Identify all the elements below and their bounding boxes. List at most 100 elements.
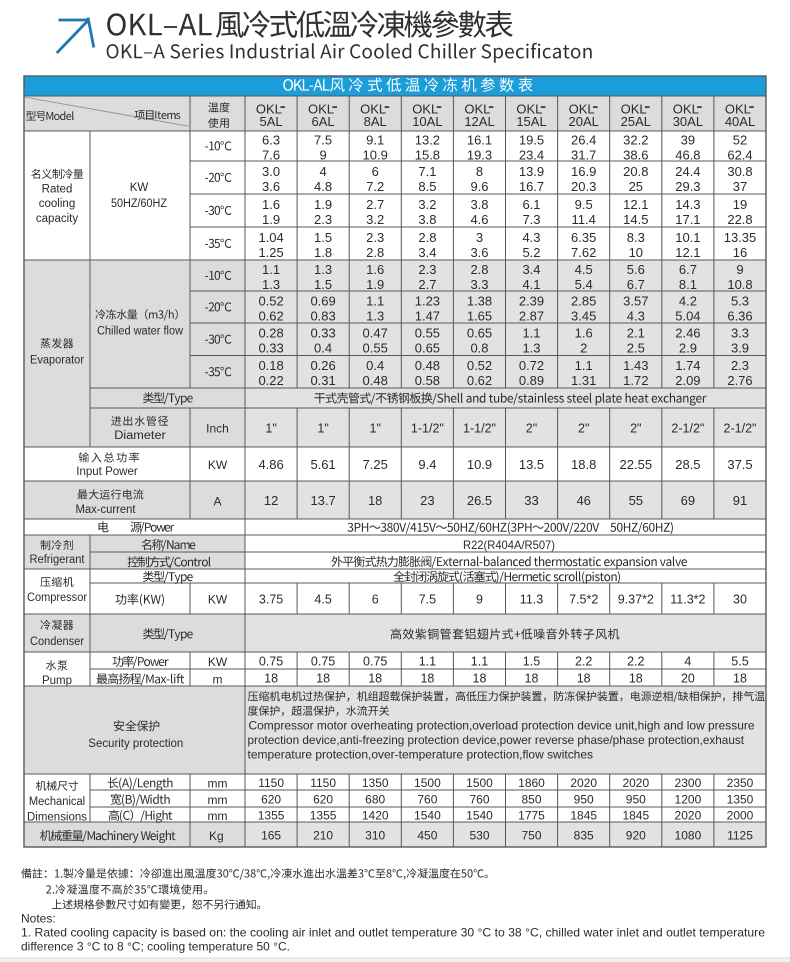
svg-text:10.9: 10.9: [363, 147, 388, 162]
svg-text:1.31: 1.31: [571, 373, 596, 388]
svg-text:1.43: 1.43: [623, 358, 648, 373]
svg-text:16.9: 16.9: [571, 164, 596, 179]
svg-text:2.1: 2.1: [627, 326, 645, 341]
svg-text:1500: 1500: [414, 776, 441, 790]
svg-text:0.22: 0.22: [258, 373, 283, 388]
svg-text:0.75: 0.75: [311, 655, 335, 669]
svg-text:14.5: 14.5: [623, 212, 648, 227]
svg-text:1.5: 1.5: [314, 277, 332, 292]
svg-text:1.1: 1.1: [522, 326, 540, 341]
svg-text:0.75: 0.75: [363, 655, 387, 669]
svg-text:25: 25: [629, 179, 643, 194]
svg-text:18: 18: [420, 672, 434, 686]
svg-text:2": 2": [578, 422, 589, 436]
svg-text:KW: KW: [208, 593, 228, 607]
svg-text:7.1: 7.1: [418, 164, 436, 179]
svg-text:23.4: 23.4: [519, 147, 544, 162]
svg-text:3.3: 3.3: [731, 326, 749, 341]
svg-text:KW: KW: [208, 458, 228, 472]
svg-text:25AL: 25AL: [621, 114, 651, 129]
svg-text:8.5: 8.5: [418, 179, 436, 194]
svg-text:165: 165: [261, 829, 281, 843]
svg-text:Compressor motor overheating p: Compressor motor overheating protection,…: [249, 718, 755, 732]
svg-text:1.5: 1.5: [523, 655, 540, 669]
svg-text:Input Power: Input Power: [76, 466, 138, 478]
svg-text:9.6: 9.6: [470, 179, 488, 194]
svg-text:1860: 1860: [518, 776, 545, 790]
svg-text:6.3: 6.3: [262, 132, 280, 147]
svg-text:1420: 1420: [362, 809, 389, 823]
svg-text:22.8: 22.8: [727, 212, 752, 227]
svg-text:30: 30: [733, 593, 747, 607]
svg-text:Compressor: Compressor: [27, 592, 87, 604]
svg-text:1355: 1355: [310, 809, 337, 823]
svg-text:0.58: 0.58: [415, 373, 440, 388]
svg-text:OKL: OKL: [360, 102, 386, 117]
svg-text:20: 20: [681, 672, 695, 686]
svg-text:3.6: 3.6: [262, 179, 280, 194]
svg-text:m: m: [213, 672, 223, 686]
svg-text:1": 1": [317, 422, 328, 436]
svg-text:18: 18: [733, 672, 747, 686]
svg-text:52: 52: [733, 132, 747, 147]
svg-text:7.2: 7.2: [366, 179, 384, 194]
svg-text:18: 18: [368, 493, 382, 508]
svg-text:OKL: OKL: [256, 102, 282, 117]
svg-text:13.2: 13.2: [415, 132, 440, 147]
svg-text:0.55: 0.55: [415, 326, 440, 341]
svg-text:Pump: Pump: [42, 675, 72, 687]
svg-text:0.83: 0.83: [310, 308, 335, 323]
svg-text:28.5: 28.5: [675, 457, 700, 472]
svg-text:62.4: 62.4: [727, 147, 752, 162]
svg-text:0.62: 0.62: [258, 308, 283, 323]
svg-text:55: 55: [629, 493, 643, 508]
svg-text:5.4: 5.4: [575, 277, 593, 292]
svg-text:7.3: 7.3: [522, 212, 540, 227]
svg-text:difference 3 °C to 8 °C; cooli: difference 3 °C to 8 °C; cooling tempera…: [21, 940, 290, 954]
svg-text:46: 46: [576, 493, 590, 508]
svg-text:3.3: 3.3: [470, 277, 488, 292]
svg-text:Notes:: Notes:: [21, 912, 56, 926]
svg-text:46.8: 46.8: [675, 147, 700, 162]
svg-text:R22(R404A/R507): R22(R404A/R507): [463, 538, 555, 552]
svg-text:1.23: 1.23: [415, 293, 440, 308]
svg-text:1-1/2": 1-1/2": [463, 422, 496, 436]
svg-text:760: 760: [469, 793, 489, 807]
svg-text:6.1: 6.1: [522, 197, 540, 212]
svg-text:3.9: 3.9: [731, 341, 749, 356]
svg-text:12.1: 12.1: [623, 197, 648, 212]
svg-text:0.65: 0.65: [467, 326, 492, 341]
svg-text:OKL: OKL: [412, 102, 438, 117]
svg-text:1.47: 1.47: [415, 308, 440, 323]
svg-text:1080: 1080: [675, 829, 702, 843]
svg-text:2020: 2020: [570, 776, 597, 790]
svg-text:1350: 1350: [727, 793, 754, 807]
svg-text:14.3: 14.3: [675, 197, 700, 212]
svg-text:2300: 2300: [675, 776, 702, 790]
svg-text:1.9: 1.9: [262, 212, 280, 227]
svg-text:11.4: 11.4: [572, 212, 596, 227]
svg-text:10AL: 10AL: [412, 114, 442, 129]
svg-text:1-1/2": 1-1/2": [411, 422, 444, 436]
svg-text:3: 3: [476, 230, 483, 245]
svg-text:37: 37: [733, 179, 747, 194]
svg-text:Dimensions: Dimensions: [27, 811, 87, 823]
svg-text:1.65: 1.65: [467, 308, 492, 323]
svg-text:Inch: Inch: [206, 422, 229, 436]
svg-text:2.87: 2.87: [519, 308, 544, 323]
svg-text:1350: 1350: [362, 776, 389, 790]
svg-text:530: 530: [469, 829, 489, 843]
svg-text:620: 620: [313, 793, 333, 807]
svg-text:1.3: 1.3: [366, 308, 384, 323]
svg-text:835: 835: [574, 829, 594, 843]
svg-text:OKL: OKL: [673, 102, 699, 117]
svg-text:39: 39: [681, 132, 695, 147]
svg-text:3.8: 3.8: [418, 212, 436, 227]
svg-text:3.4: 3.4: [418, 245, 436, 260]
svg-text:20AL: 20AL: [569, 114, 599, 129]
svg-text:6.35: 6.35: [571, 230, 596, 245]
svg-text:0.4: 0.4: [314, 341, 332, 356]
svg-text:Condenser: Condenser: [30, 636, 84, 648]
svg-text:4: 4: [684, 655, 691, 669]
svg-text:1.1: 1.1: [262, 262, 280, 277]
